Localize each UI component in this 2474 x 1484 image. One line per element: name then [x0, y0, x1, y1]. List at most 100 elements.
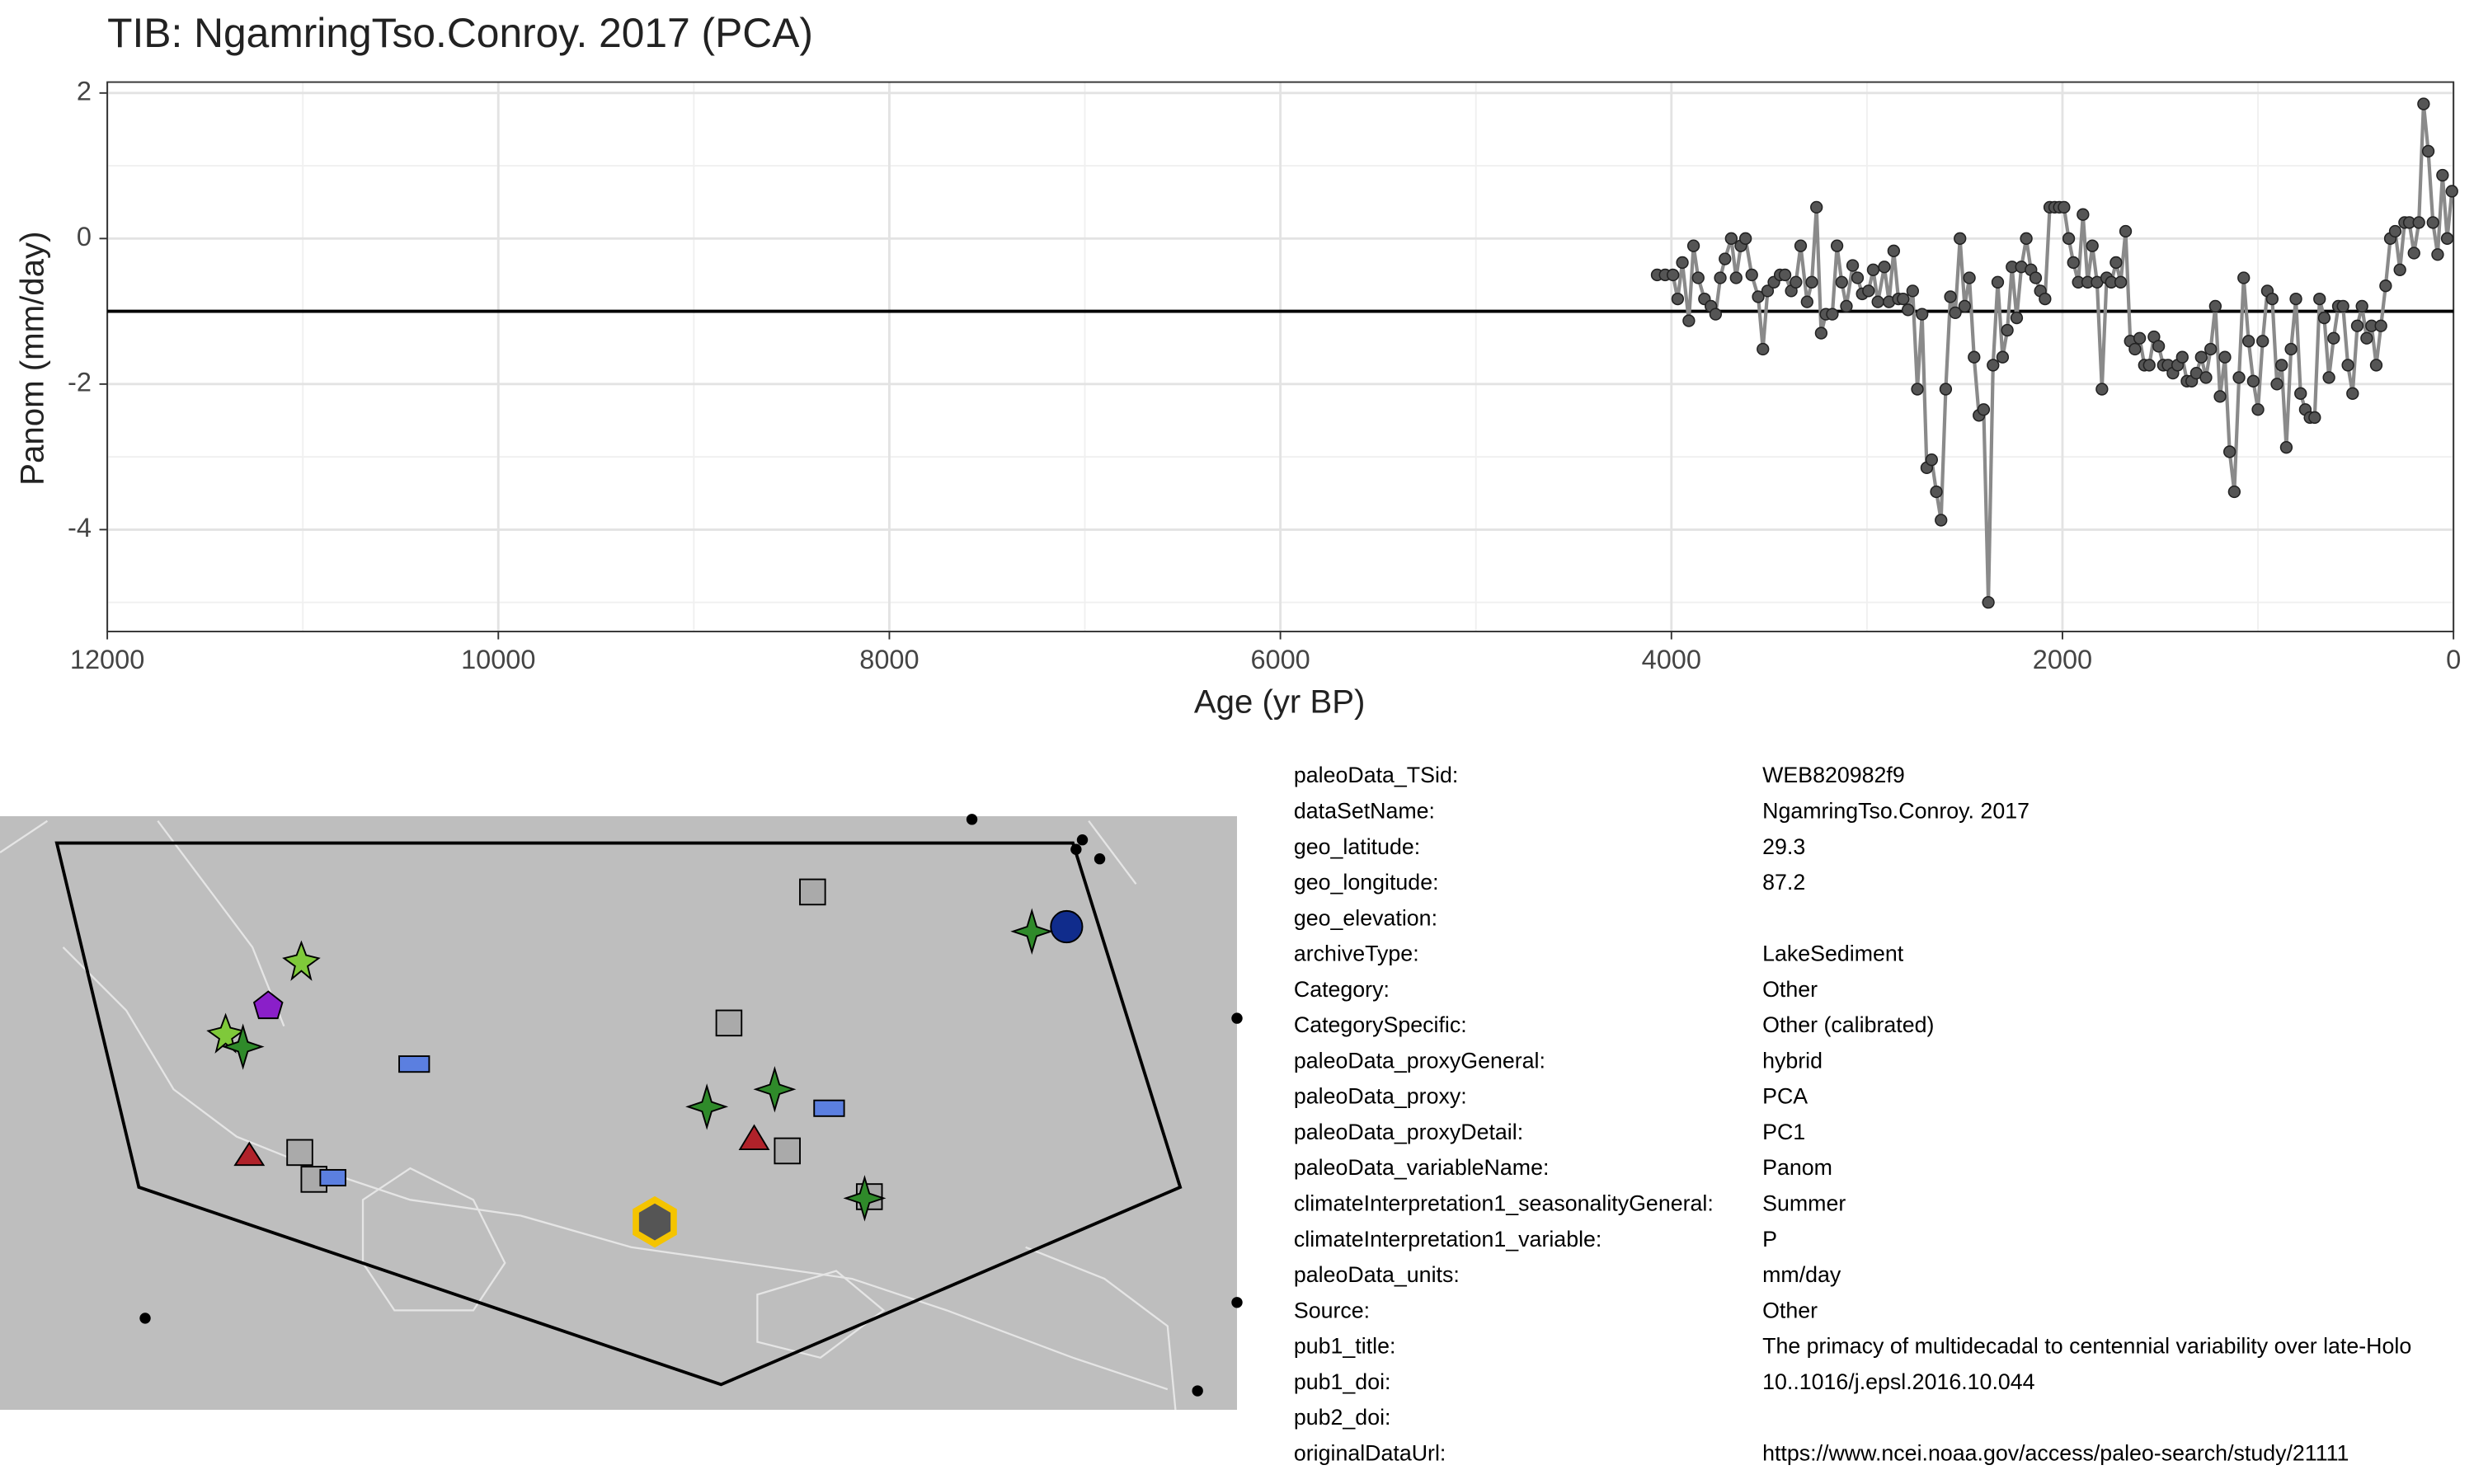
data-point: [1724, 232, 1738, 245]
x-tick-label: 4000: [1642, 645, 1701, 674]
metadata-key: climateInterpretation1_variable:: [1294, 1227, 1602, 1252]
data-point: [1987, 359, 2000, 372]
data-point: [1752, 290, 1765, 303]
metadata-key: paleoData_proxyDetail:: [1294, 1120, 1523, 1144]
data-point: [2001, 323, 2014, 337]
data-point: [2279, 440, 2293, 454]
data-point: [2029, 271, 2043, 284]
metadata-key: geo_elevation:: [1294, 905, 1437, 930]
metadata-key: Category:: [1294, 977, 1390, 1002]
site: [753, 1066, 797, 1113]
data-point: [2058, 200, 2071, 214]
data-point: [2327, 331, 2340, 345]
plot-frame: [106, 81, 2455, 632]
data-point: [1805, 275, 1818, 289]
data-point: [2436, 168, 2449, 182]
site: [282, 940, 321, 981]
data-point: [2067, 256, 2080, 270]
data-point: [2388, 224, 2402, 238]
metadata-value: Summer: [1762, 1191, 1846, 1216]
site: [319, 1168, 346, 1187]
metadata-value: Other: [1762, 1298, 1818, 1322]
x-tick-label: 2000: [2033, 645, 2092, 674]
data-point: [2355, 299, 2368, 313]
data-point: [2407, 247, 2420, 260]
data-point: [1862, 284, 1875, 298]
data-point: [2379, 279, 2392, 293]
data-point: [1935, 514, 1948, 527]
data-point: [1810, 200, 1823, 214]
data-point: [1709, 308, 1723, 321]
data-point: [2317, 311, 2331, 325]
data-point: [1958, 299, 1972, 313]
data-point: [2294, 387, 2307, 400]
data-point: [1840, 299, 1853, 313]
y-tick-label: -4: [68, 513, 92, 542]
data-point: [2204, 342, 2218, 356]
data-point: [1671, 292, 1685, 306]
metadata-key: pub1_title:: [1294, 1334, 1396, 1359]
data-point: [1714, 271, 1727, 284]
x-tick-label: 6000: [1250, 645, 1310, 674]
data-point: [2360, 331, 2373, 345]
metadata-value: NgamringTso.Conroy. 2017: [1762, 798, 2030, 823]
metadata-value: 10..1016/j.epsl.2016.10.044: [1762, 1369, 2035, 1394]
data-point: [2114, 275, 2128, 289]
data-point: [1939, 383, 1953, 396]
metadata-value: 87.2: [1762, 870, 1805, 895]
site: [843, 1175, 887, 1222]
data-point: [1778, 268, 1792, 282]
metadata-key: paleoData_proxy:: [1294, 1084, 1467, 1109]
site: [799, 878, 826, 906]
sites: [206, 878, 1084, 1248]
x-axis-label: Age (yr BP): [1194, 683, 1366, 721]
metadata-value: Other (calibrated): [1762, 1012, 1934, 1037]
data-point: [2175, 350, 2189, 364]
data-point: [1729, 271, 1743, 284]
metadata-value: hybrid: [1762, 1048, 1823, 1073]
data-point: [2346, 387, 2359, 400]
data-point: [2062, 232, 2076, 245]
x-tick-label: 0: [2446, 645, 2461, 674]
metadata-value: PC1: [1762, 1120, 1805, 1144]
data-point: [2246, 374, 2260, 387]
map: [0, 814, 1243, 1411]
data-point: [1949, 306, 1962, 320]
data-point: [1916, 308, 1929, 321]
data-point: [1719, 252, 1732, 265]
site: [286, 1139, 313, 1167]
data-point: [2010, 311, 2024, 325]
site: [813, 1099, 845, 1117]
data-point: [1887, 244, 1901, 258]
metadata-key: geo_latitude:: [1294, 834, 1420, 859]
data-point: [2308, 411, 2321, 425]
metadata-table: paleoData_TSid: WEB820982f9 dataSetName: Ng…: [1294, 763, 2411, 1465]
data-point: [1790, 275, 1803, 289]
data-point: [2322, 371, 2335, 384]
data-point: [2251, 403, 2265, 416]
data-point: [2421, 144, 2435, 158]
data-point: [1800, 295, 1813, 308]
y-tick-label: 0: [77, 222, 92, 251]
data-point: [2374, 319, 2387, 332]
site: [252, 990, 284, 1020]
data-point: [1851, 271, 1865, 284]
metadata-key: paleoData_proxyGeneral:: [1294, 1048, 1545, 1073]
data-point: [2086, 239, 2099, 252]
data-point: [2227, 485, 2241, 499]
metadata-value: https://www.ncei.noaa.gov/access/paleo-s…: [1762, 1440, 2349, 1465]
borders: [0, 819, 1177, 1411]
data-point: [1996, 350, 2010, 364]
metadata-value: P: [1762, 1227, 1777, 1252]
data-point: [1757, 342, 1770, 356]
data-point: [2289, 292, 2302, 306]
data-point: [1830, 239, 1844, 252]
metadata-value: The primacy of multidecadal to centennia…: [1762, 1334, 2411, 1359]
data-point: [2152, 340, 2166, 353]
data-point: [2213, 390, 2227, 403]
metadata-key: archiveType:: [1294, 942, 1419, 966]
site: [685, 1083, 729, 1130]
metadata-value: 29.3: [1762, 834, 1805, 859]
site: [206, 1012, 245, 1054]
data-point: [2369, 359, 2383, 372]
